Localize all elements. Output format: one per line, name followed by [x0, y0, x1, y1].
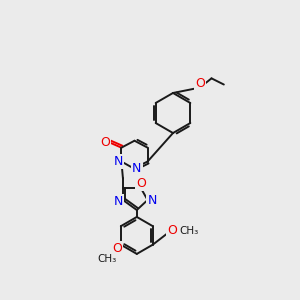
Text: CH₃: CH₃: [97, 254, 116, 263]
Text: O: O: [100, 136, 110, 149]
Text: CH₃: CH₃: [179, 226, 199, 236]
Text: N: N: [132, 162, 142, 175]
Text: O: O: [112, 242, 122, 255]
Text: N: N: [114, 155, 123, 168]
Text: O: O: [195, 77, 205, 90]
Text: O: O: [167, 224, 177, 237]
Text: N: N: [114, 195, 123, 208]
Text: O: O: [136, 177, 146, 190]
Text: N: N: [148, 194, 157, 206]
